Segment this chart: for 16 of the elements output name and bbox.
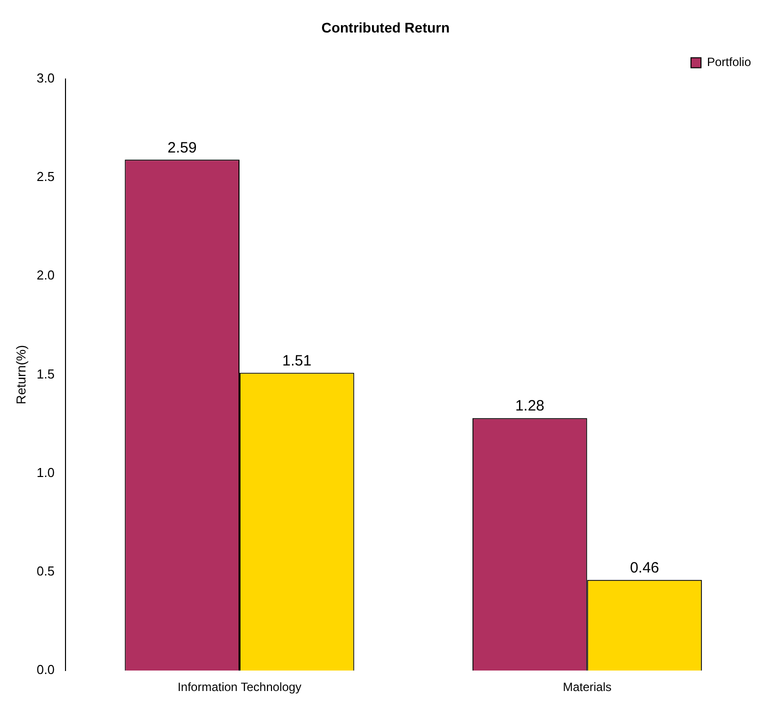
x-tick-label: Information Technology bbox=[178, 680, 302, 694]
y-tick-label: 0.0 bbox=[36, 662, 55, 678]
y-tick-label: 1.5 bbox=[36, 366, 55, 382]
y-tick-label: 3.0 bbox=[36, 70, 55, 86]
legend-label: Portfolio bbox=[706, 55, 752, 70]
y-axis-title: Return(%) bbox=[13, 345, 28, 404]
data-label: 1.51 bbox=[282, 352, 312, 370]
x-tick-label: Materials bbox=[562, 680, 612, 694]
chart-title: Contributed Return bbox=[321, 19, 450, 36]
y-tick-label: 1.0 bbox=[36, 464, 55, 480]
y-tick-label: 2.0 bbox=[36, 268, 55, 283]
data-label: 1.28 bbox=[515, 398, 544, 415]
y-tick-label: 0.5 bbox=[36, 564, 55, 579]
y-tick-label: 2.5 bbox=[36, 169, 55, 184]
data-label: 2.59 bbox=[168, 139, 197, 156]
data-label: 0.46 bbox=[630, 560, 660, 576]
